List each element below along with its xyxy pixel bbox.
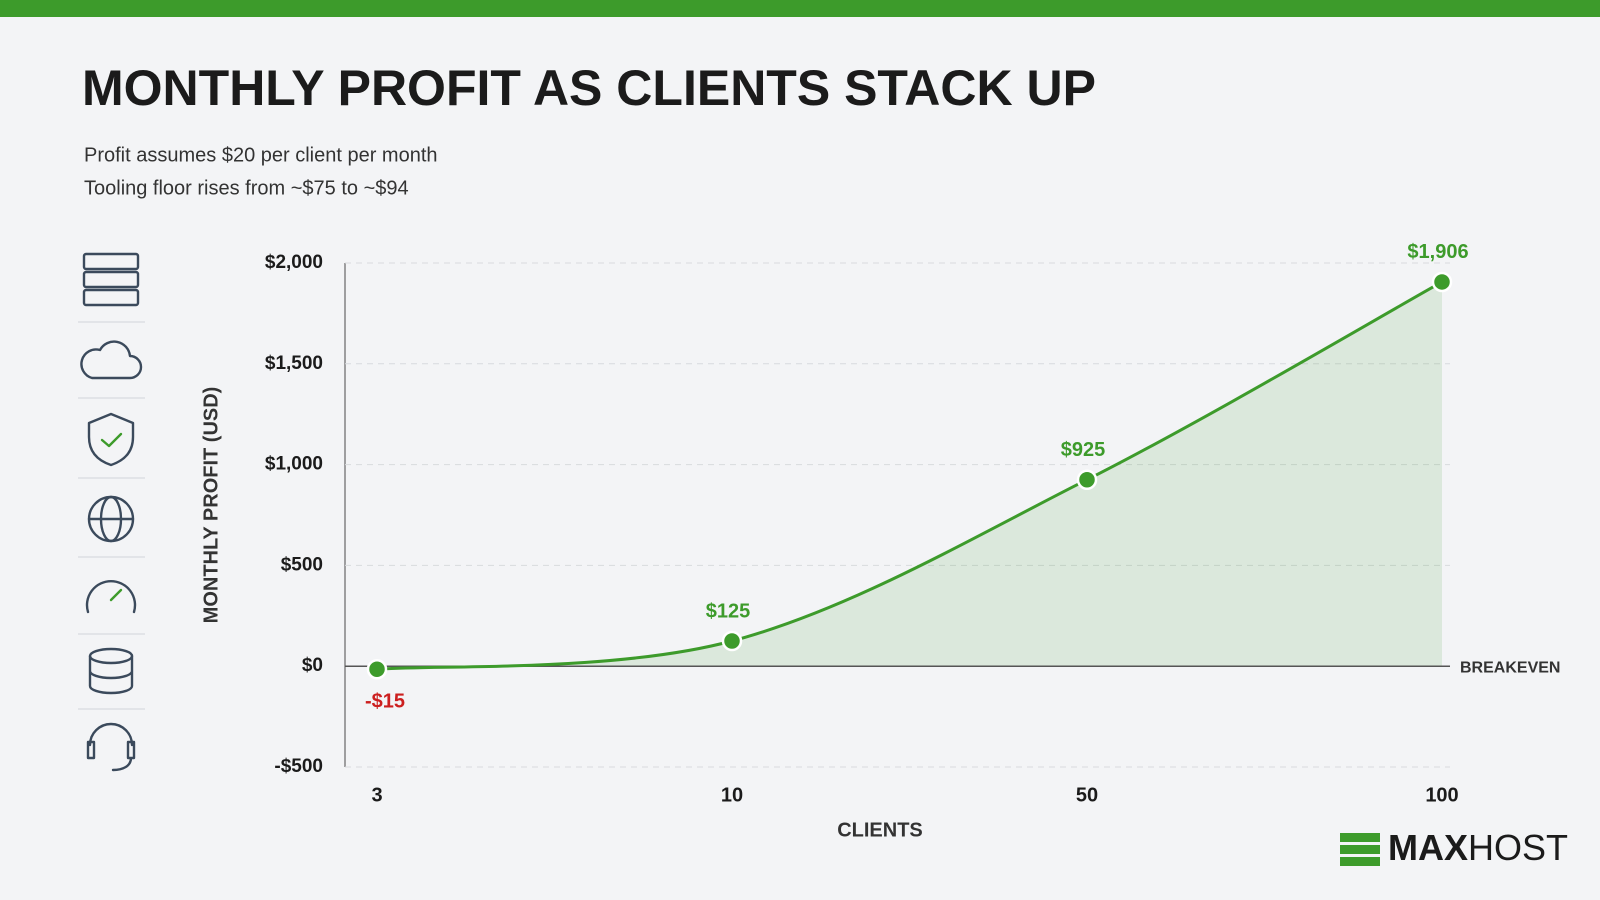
gauge-icon [85,579,137,614]
x-axis-label: CLIENTS [837,819,923,841]
value-label: $1,906 [1407,241,1468,263]
point [1431,271,1453,293]
subtitle: Tooling floor rises from ~$75 to ~$94 [84,177,409,199]
point [721,630,743,652]
x-tick-label: 50 [1076,784,1098,806]
brand-light: HOST [1468,827,1568,868]
subtitle: Profit assumes $20 per client per month [84,144,438,166]
point [1076,469,1098,490]
line [376,280,1443,671]
check-icon [100,432,123,448]
brand-name: MAXHOST [1388,827,1568,868]
area [377,281,1442,667]
x-tick-label: 3 [371,784,382,806]
value-label: $925 [1061,439,1106,461]
y-tick-label: $1,000 [265,454,323,475]
y-axis-label: MONTHLY PROFIT (USD) [200,387,222,624]
y-tick-label: $500 [281,554,323,575]
cloud-icon [80,340,143,380]
value-label: $125 [706,600,751,622]
y-tick-label: $1,500 [265,353,323,374]
breakeven-label: BREAKEVEN [1460,659,1560,676]
brand: MAXHOST [1340,827,1568,868]
y-tick-label: $2,000 [265,252,323,273]
shield-icon [87,412,135,467]
x-tick-label: 10 [721,784,743,806]
database-icon [88,647,134,695]
brand-logo [1340,833,1380,866]
x-tick-label: 100 [1425,784,1458,806]
chart-title: MONTHLY PROFIT AS CLIENTS STACK UP [82,60,1096,116]
brand-bold: MAX [1388,827,1468,868]
headset-icon [86,722,136,772]
server-icon [82,252,140,307]
y-tick-label: $0 [302,655,323,676]
top-bar [0,0,1600,17]
globe-icon [87,495,135,543]
value-label: -$15 [365,691,405,713]
y-tick-label: -$500 [274,756,323,777]
point [366,658,388,680]
icon-column [78,252,145,772]
gauge-needle [109,588,123,602]
